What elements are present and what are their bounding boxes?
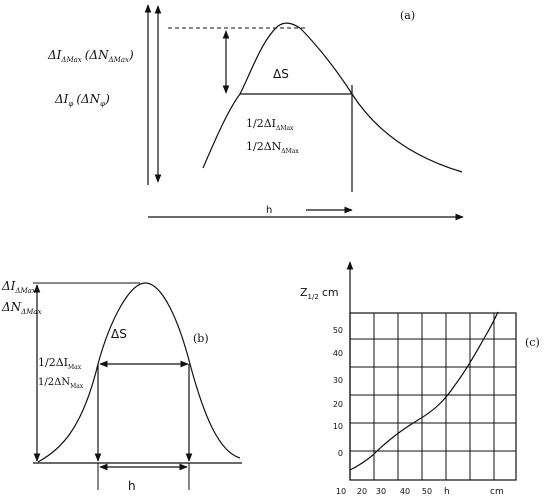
y-tick-30: 30 [333,376,343,385]
panel-c-curve [349,311,499,471]
panel-b-ylabel-n: ΔNΔMax [1,300,42,316]
panel-c-ylabel: Z1/2 cm [300,286,339,301]
panel-b-half-i-label: 1/2ΔIMax [38,356,82,371]
y-tick-50: 50 [333,326,343,335]
x-tick-50: 50 [422,487,432,496]
panel-c: (c) Z1/2 cm 0 10 20 30 40 50 10 20 30 40 … [300,261,540,496]
panel-a-ylabel-2: ΔIφ (ΔNφ) [54,92,110,108]
panel-c-xlabel: h [444,487,450,496]
panel-a-area-label: ΔS [273,67,289,81]
x-tick-10: 10 [336,487,346,496]
panel-a-ylabel-1: ΔIΔMax (ΔNΔMax) [47,48,134,64]
panel-a: (a) ΔIΔMax (ΔNΔMax) ΔIφ (ΔNφ) ΔS 1/2ΔIΔMax… [47,4,464,221]
y-tick-20: 20 [333,400,343,409]
panel-c-grid-frame [349,312,517,481]
panel-b: (b) ΔIΔMax ΔNΔMax ΔS 1/2ΔIMax 1/2ΔNMax h [1,279,242,493]
panel-b-tag: (b) [193,332,209,345]
panel-c-tag: (c) [525,336,540,349]
panel-a-half-n-label: 1/2ΔNΔMax [246,140,299,155]
y-tick-10: 10 [333,422,343,431]
x-tick-40: 40 [400,487,410,496]
y-tick-0: 0 [338,449,343,458]
x-tick-30: 30 [376,487,386,496]
panel-c-x-ticks: 10 20 30 40 50 [336,487,432,496]
panel-a-profile-curve [202,22,463,173]
panel-c-xunit: cm [490,487,504,496]
panel-b-ylabel-i: ΔIΔMax [1,279,36,295]
panel-b-area-label: ΔS [111,327,127,341]
panel-a-half-i-label: 1/2ΔIΔMax [246,117,294,132]
panel-b-xlabel: h [128,479,136,493]
y-tick-40: 40 [333,349,343,358]
panel-a-xlabel: h [266,205,272,216]
panel-b-half-n-label: 1/2ΔNMax [38,377,84,390]
panel-a-tag: (a) [400,9,415,22]
panel-c-y-ticks: 0 10 20 30 40 50 [333,326,343,458]
panel-b-profile-curve [37,282,241,463]
x-tick-20: 20 [357,487,367,496]
panel-c-grid [349,312,517,481]
